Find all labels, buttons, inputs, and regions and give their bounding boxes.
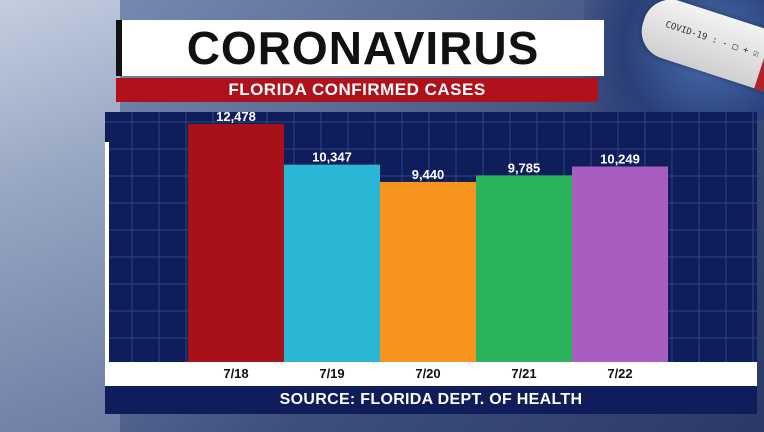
value-label: 9,785: [508, 160, 541, 175]
tick-label: 7/21: [511, 366, 536, 381]
value-label: 9,440: [412, 167, 445, 182]
subtitle-box: FLORIDA CONFIRMED CASES: [116, 78, 598, 102]
background-left: [0, 0, 120, 432]
value-label: 12,478: [216, 112, 256, 124]
chart-subtitle: FLORIDA CONFIRMED CASES: [228, 80, 486, 99]
value-label: 10,249: [600, 152, 640, 167]
chart-value-labels: 12,478 10,347 9,440 9,785 10,249: [216, 112, 640, 182]
chart-tick-labels: 7/18 7/19 7/20 7/21 7/22: [223, 366, 632, 381]
tick-label: 7/22: [607, 366, 632, 381]
bar-7-22: [572, 166, 668, 362]
test-tube-label: COVID-19 : - □ + ☑: [663, 20, 760, 60]
left-accent: [105, 142, 109, 362]
bar-7-18: [188, 124, 284, 362]
bar-chart: 12,478 10,347 9,440 9,785 10,249 7/18 7/19 7/2…: [105, 112, 757, 384]
source-credit: SOURCE: FLORIDA DEPT. OF HEALTH: [279, 391, 583, 408]
tick-label: 7/18: [223, 366, 248, 381]
bar-7-19: [284, 164, 380, 362]
tick-label: 7/20: [415, 366, 440, 381]
test-tube-cap: [754, 31, 764, 96]
source-bar: SOURCE: FLORIDA DEPT. OF HEALTH: [105, 384, 757, 414]
title-box: CORONAVIRUS: [116, 20, 604, 76]
axis-band: [105, 362, 757, 384]
tick-label: 7/19: [319, 366, 344, 381]
chart-bars: [188, 124, 668, 362]
bar-7-20: [380, 181, 476, 362]
bar-7-21: [476, 175, 572, 362]
value-label: 10,347: [312, 150, 352, 165]
chart-panel: 12,478 10,347 9,440 9,785 10,249 7/18 7/19 7/2…: [105, 112, 757, 412]
page-title: CORONAVIRUS: [186, 22, 540, 74]
